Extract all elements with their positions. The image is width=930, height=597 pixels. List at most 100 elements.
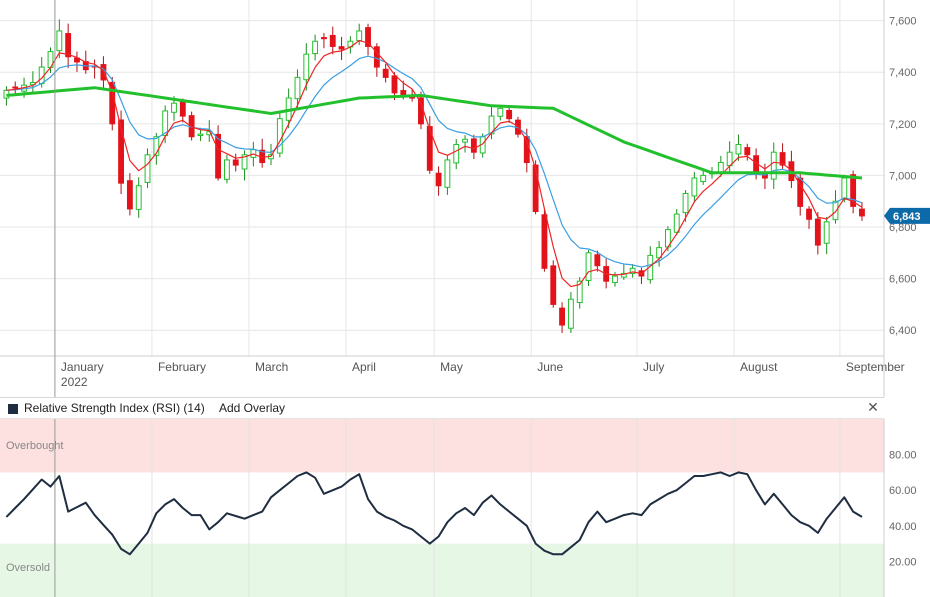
candle-body xyxy=(276,118,283,154)
candle xyxy=(74,51,80,72)
oversold-label: Oversold xyxy=(6,562,51,574)
rsi-panel-title: Relative Strength Index (RSI) (14) xyxy=(24,401,205,415)
candle-body xyxy=(585,252,592,281)
candle xyxy=(426,116,433,174)
candle xyxy=(65,23,72,69)
candle-body xyxy=(550,265,557,305)
candle xyxy=(832,190,839,224)
candle xyxy=(276,111,283,158)
candle-body xyxy=(144,154,151,183)
candle xyxy=(823,216,830,255)
candle-body xyxy=(612,275,618,284)
candle-body xyxy=(567,298,574,329)
candle xyxy=(585,249,592,286)
candle xyxy=(232,153,239,172)
candle-body xyxy=(629,267,636,274)
candle-body xyxy=(673,213,680,233)
candle-body xyxy=(294,76,301,100)
candle-body xyxy=(559,307,565,326)
x-tick-sublabel: 2022 xyxy=(61,375,88,389)
candle-body xyxy=(223,159,230,180)
candle xyxy=(779,143,786,169)
candle xyxy=(656,241,663,267)
rsi-panel-header: Relative Strength Index (RSI) (14) Add O… xyxy=(0,397,884,419)
candle xyxy=(12,81,19,94)
candle-body xyxy=(373,46,380,68)
candle-body xyxy=(338,46,345,50)
candle xyxy=(576,277,583,309)
candle xyxy=(453,139,460,170)
x-tick-label: May xyxy=(440,360,463,374)
last-price-tag-shape xyxy=(884,207,930,224)
candle-body xyxy=(814,218,821,246)
candle xyxy=(506,107,513,123)
candle xyxy=(435,166,442,196)
y-tick-label: 7,200 xyxy=(889,119,917,131)
candle-body xyxy=(470,138,477,153)
candle-body xyxy=(497,107,504,117)
candle-body xyxy=(215,133,222,179)
rsi-legend-swatch xyxy=(8,404,18,414)
x-tick-label: July xyxy=(643,360,664,374)
candle-body xyxy=(65,33,72,58)
candle-body xyxy=(391,75,398,94)
candle xyxy=(373,43,380,77)
candle xyxy=(338,36,345,61)
candle-body xyxy=(859,208,865,217)
candle xyxy=(673,209,680,236)
x-tick-label: March xyxy=(255,360,288,374)
candle-body xyxy=(365,27,371,47)
candle xyxy=(559,302,565,334)
candle-body xyxy=(735,143,742,155)
candle-body xyxy=(426,126,433,171)
price-chart[interactable]: 6,400 6,600 6,800 7,000 7,200 7,400 7,600 Janua… xyxy=(0,0,930,397)
candle xyxy=(594,250,601,272)
candle-body xyxy=(153,136,160,156)
candle-body xyxy=(806,208,812,220)
candle xyxy=(691,172,698,203)
candle-body xyxy=(832,200,839,221)
candle-body xyxy=(303,53,310,81)
candle xyxy=(294,69,301,111)
candle xyxy=(312,34,319,61)
candle-body xyxy=(532,164,539,213)
candle-body xyxy=(444,159,451,188)
x-tick-label: June xyxy=(537,360,563,374)
candle-body xyxy=(382,68,389,78)
close-icon[interactable]: ✕ xyxy=(867,399,879,415)
candle-body xyxy=(356,30,363,42)
candle-body xyxy=(321,37,327,40)
candle xyxy=(382,63,389,83)
y-tick-label: 7,000 xyxy=(889,170,917,182)
last-price-label: 6,843 xyxy=(893,211,921,223)
candle xyxy=(365,23,371,56)
candle xyxy=(444,155,451,195)
y-tick-label: 6,400 xyxy=(889,325,917,337)
candle xyxy=(744,143,751,161)
candle-body xyxy=(126,180,133,210)
rsi-y-tick-label: 80.00 xyxy=(889,450,917,462)
plot-background xyxy=(0,0,884,356)
candle-body xyxy=(656,247,663,259)
candle xyxy=(470,134,477,160)
rsi-chart[interactable]: 20.00 40.00 60.00 80.00 xyxy=(0,419,930,597)
rsi-y-tick-label: 60.00 xyxy=(889,485,917,497)
candle xyxy=(814,212,821,255)
last-price-tag: 6,843 xyxy=(884,207,930,224)
candle xyxy=(56,19,63,59)
x-tick-label: August xyxy=(740,360,778,374)
candle xyxy=(497,105,504,121)
candle-body xyxy=(462,138,468,143)
candle-body xyxy=(241,154,248,170)
candle xyxy=(567,292,574,333)
candle-body xyxy=(744,147,751,156)
x-tick-label: January xyxy=(61,360,104,374)
candle xyxy=(770,142,777,190)
add-overlay-button[interactable]: Add Overlay xyxy=(219,401,286,415)
candle xyxy=(126,173,133,216)
candle-body xyxy=(100,64,107,81)
oversold-zone xyxy=(0,543,884,597)
candle xyxy=(144,148,151,188)
candle-body xyxy=(435,172,442,187)
